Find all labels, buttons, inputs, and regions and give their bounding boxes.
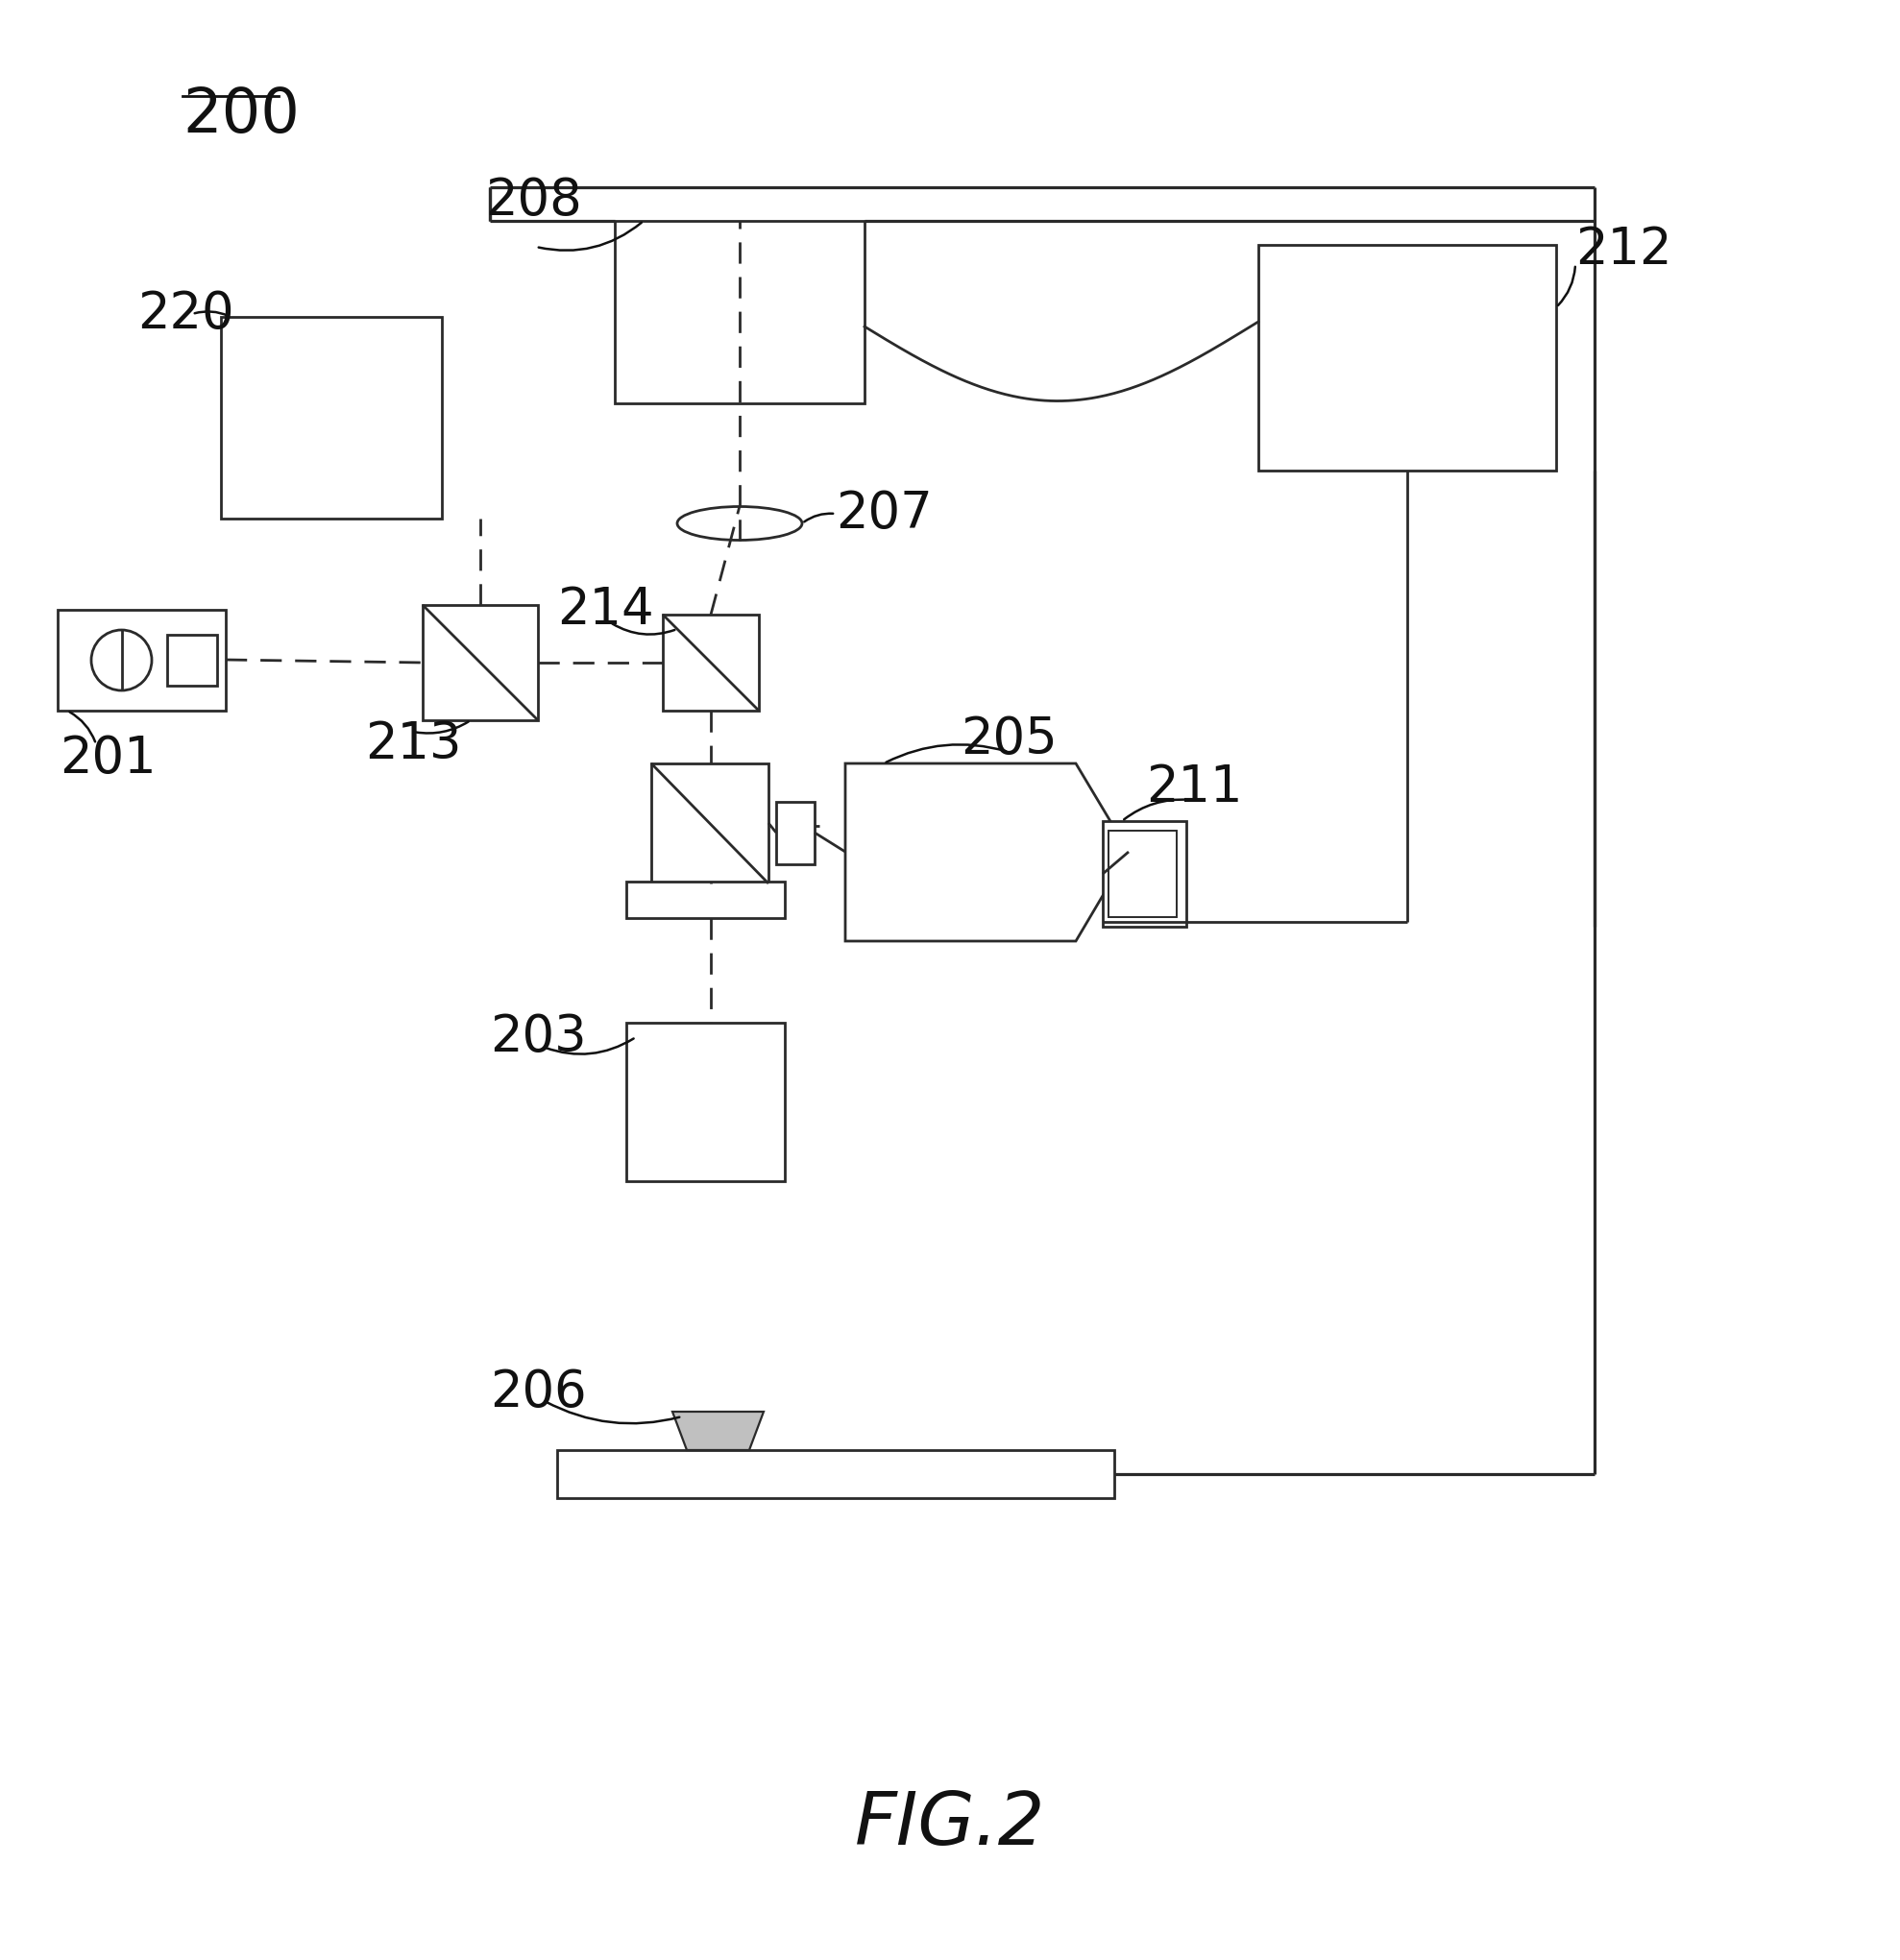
Bar [1102, 821, 1186, 927]
Ellipse shape [676, 506, 802, 541]
Bar [557, 1450, 1113, 1497]
Bar [627, 882, 785, 917]
Text: 220: 220 [137, 288, 234, 339]
Text: 203: 203 [490, 1011, 587, 1062]
Bar [1258, 245, 1556, 470]
Polygon shape [846, 764, 1129, 941]
Text: FIG.2: FIG.2 [855, 1789, 1045, 1860]
Bar [627, 1023, 785, 1182]
Text: 201: 201 [59, 733, 156, 784]
Polygon shape [673, 1411, 764, 1450]
Text: 205: 205 [961, 715, 1056, 764]
Bar [220, 318, 443, 519]
Bar [663, 615, 758, 711]
Bar [167, 635, 217, 686]
Bar [422, 606, 538, 719]
Text: 214: 214 [557, 584, 654, 635]
Bar [1108, 831, 1176, 917]
Text: 200: 200 [182, 86, 300, 145]
Bar [57, 610, 226, 711]
Bar [616, 221, 864, 404]
Bar [652, 764, 768, 884]
Text: 206: 206 [490, 1368, 587, 1417]
Text: 207: 207 [836, 488, 933, 539]
Text: 211: 211 [1146, 762, 1243, 813]
Text: 212: 212 [1575, 225, 1672, 274]
Text: 213: 213 [365, 719, 462, 768]
Text: 208: 208 [484, 176, 581, 225]
Bar [775, 802, 815, 864]
